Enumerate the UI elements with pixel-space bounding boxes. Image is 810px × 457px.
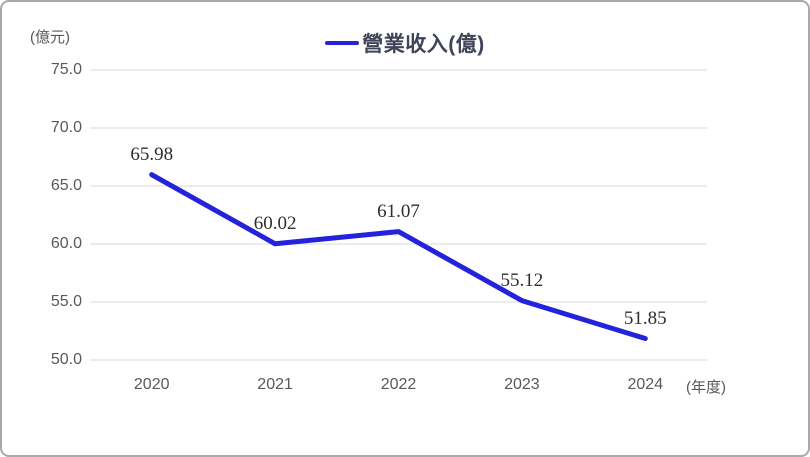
y-axis-tick-label: 65.0 — [50, 177, 82, 194]
x-axis-tick-label: 2022 — [380, 376, 417, 393]
data-point-label: 61.07 — [377, 200, 420, 222]
data-point-label: 55.12 — [500, 269, 544, 291]
y-axis-tick-label: 55.0 — [50, 293, 82, 310]
y-axis-tick-label: 60.0 — [50, 235, 82, 252]
series-line — [149, 172, 648, 342]
plot-area — [90, 69, 707, 361]
x-axis-tick-label: 2021 — [257, 376, 293, 393]
legend: 營業收入(億) — [2, 28, 808, 58]
y-axis-tick-label: 75.0 — [50, 61, 82, 78]
x-axis-tick-label: 2024 — [627, 376, 664, 393]
legend-line-marker-icon — [325, 41, 360, 45]
legend-series-label: 營業收入(億) — [362, 33, 485, 56]
y-axis-tick-label: 50.0 — [50, 351, 82, 368]
data-point-label: 51.85 — [623, 307, 667, 329]
x-axis-tick-label: 2020 — [133, 376, 170, 393]
y-axis-tick-label: 70.0 — [50, 119, 82, 136]
data-point-label: 60.02 — [253, 212, 297, 234]
y-axis-unit-label: (億元) — [30, 29, 70, 46]
revenue-line-chart — [90, 69, 707, 361]
x-axis-tick-label: 2023 — [504, 376, 540, 393]
data-point-label: 65.98 — [130, 143, 174, 165]
x-axis-unit-label: (年度) — [686, 379, 726, 396]
